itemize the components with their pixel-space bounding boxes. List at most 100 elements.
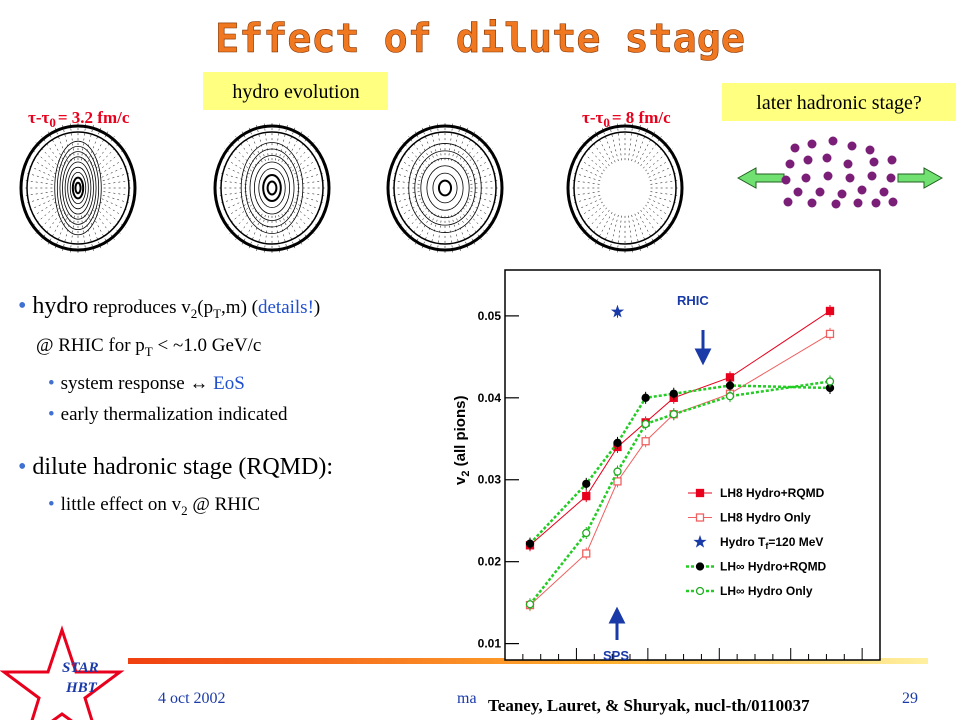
flow-arrow [289, 207, 315, 235]
flow-arrow [448, 215, 454, 253]
flow-arrow [20, 170, 54, 182]
flow-arrow [650, 179, 685, 185]
citation: Teaney, Lauret, & Shuryak, nucl-th/01100… [488, 696, 810, 715]
flow-arrow [648, 198, 681, 214]
legend-label-part: LH8 Hydro Only [720, 511, 811, 525]
logo-text: STAR [62, 660, 99, 676]
flow-arrow [281, 127, 296, 163]
hadron [843, 159, 853, 169]
flow-arrow [275, 215, 281, 253]
contour [59, 151, 97, 225]
logo-text: HBT [65, 680, 98, 696]
flow-arrow [462, 141, 488, 169]
legend-label-part: LH∞ Hydro Only [720, 584, 813, 598]
legend-label: LH8 Hydro Only [720, 511, 811, 525]
flow-arrow [297, 191, 332, 197]
flow-arrow [565, 191, 600, 197]
flow-arrow [275, 123, 281, 161]
flow-arrow [297, 179, 332, 185]
flow-arrow [84, 125, 94, 162]
flow-arrow [295, 198, 328, 214]
flow-arrow [54, 213, 69, 249]
flow-arrow [289, 141, 315, 169]
flow-arrow [241, 212, 260, 245]
marker [613, 467, 622, 476]
hadron [879, 187, 889, 197]
legend-label-part: LH8 Hydro+RQMD [720, 486, 825, 500]
flow-arrow [402, 141, 428, 169]
contour [71, 176, 85, 200]
marker [525, 600, 535, 609]
flow-arrow [41, 136, 63, 167]
flow-arrow [469, 170, 503, 182]
flow-arrow [84, 214, 94, 251]
contour [74, 181, 82, 195]
marker [669, 389, 678, 398]
flow-arrow [640, 136, 662, 167]
flow-arrow [18, 179, 53, 185]
flow-arrow [637, 131, 656, 164]
flow-arrow [41, 209, 63, 240]
label-box [203, 72, 388, 110]
flow-arrow [628, 123, 634, 161]
hadron [783, 197, 793, 207]
flow-arrow [640, 209, 662, 240]
flow-arrow [397, 148, 425, 172]
contour [262, 174, 282, 202]
flow-arrow [616, 215, 622, 253]
bullet: @ RHIC for pT < ~1.0 GeV/c [36, 335, 261, 359]
flow-arrow [601, 213, 616, 249]
flow-arrow [468, 162, 501, 178]
flow-arrow [81, 123, 87, 161]
title: Effect of dilute stage [215, 16, 745, 62]
flow-arrow [35, 141, 61, 169]
flow-arrow [281, 213, 296, 249]
flow-arrow [294, 201, 324, 221]
footer-rule [128, 658, 928, 664]
contour [426, 165, 464, 211]
plot-frame [504, 269, 881, 661]
flow-arrow [294, 155, 324, 175]
annotation-arrow [694, 330, 712, 366]
flow-arrow [631, 125, 641, 162]
annotation: SPS [603, 648, 629, 663]
flow-arrow [594, 212, 613, 245]
flow-arrow [102, 194, 136, 206]
marker [582, 528, 591, 538]
flow-arrow [451, 125, 461, 162]
tau-label: τ-τ0 = 3.2 fm/c [28, 108, 130, 130]
hadron [803, 155, 813, 165]
contour [54, 140, 102, 236]
legend-label: LH8 Hydro+RQMD [720, 486, 825, 500]
flow-arrow [263, 215, 269, 253]
marker [582, 479, 591, 488]
flow-arrow [650, 191, 685, 197]
flow-arrow [389, 162, 422, 178]
legend-label: Hydro Tf=120 MeV [720, 535, 823, 551]
flow-arrow [647, 155, 677, 175]
flow-arrow [642, 207, 668, 235]
hadron [828, 136, 838, 146]
flow-arrow [649, 194, 683, 206]
flow-arrow [397, 204, 425, 228]
flow-arrow [22, 162, 55, 178]
flow-arrow [26, 201, 56, 221]
contour [437, 179, 453, 197]
contour [258, 168, 286, 208]
bullet: • dilute hadronic stage (RQMD): [18, 454, 333, 480]
label-box [722, 83, 956, 121]
flow-arrow [248, 127, 263, 163]
flow-arrow [616, 123, 622, 161]
hadron [857, 185, 867, 195]
contour [253, 161, 291, 215]
flow-arrow [229, 141, 255, 169]
flow-arrow [421, 127, 436, 163]
marker [582, 549, 591, 558]
flow-arrow [577, 148, 605, 172]
flow-arrow [87, 213, 102, 249]
flow-arrow [470, 179, 505, 185]
flow-arrow [90, 212, 109, 245]
hadron [847, 141, 857, 151]
y-axis-label-part: 2 [460, 471, 472, 477]
marker [613, 477, 622, 486]
